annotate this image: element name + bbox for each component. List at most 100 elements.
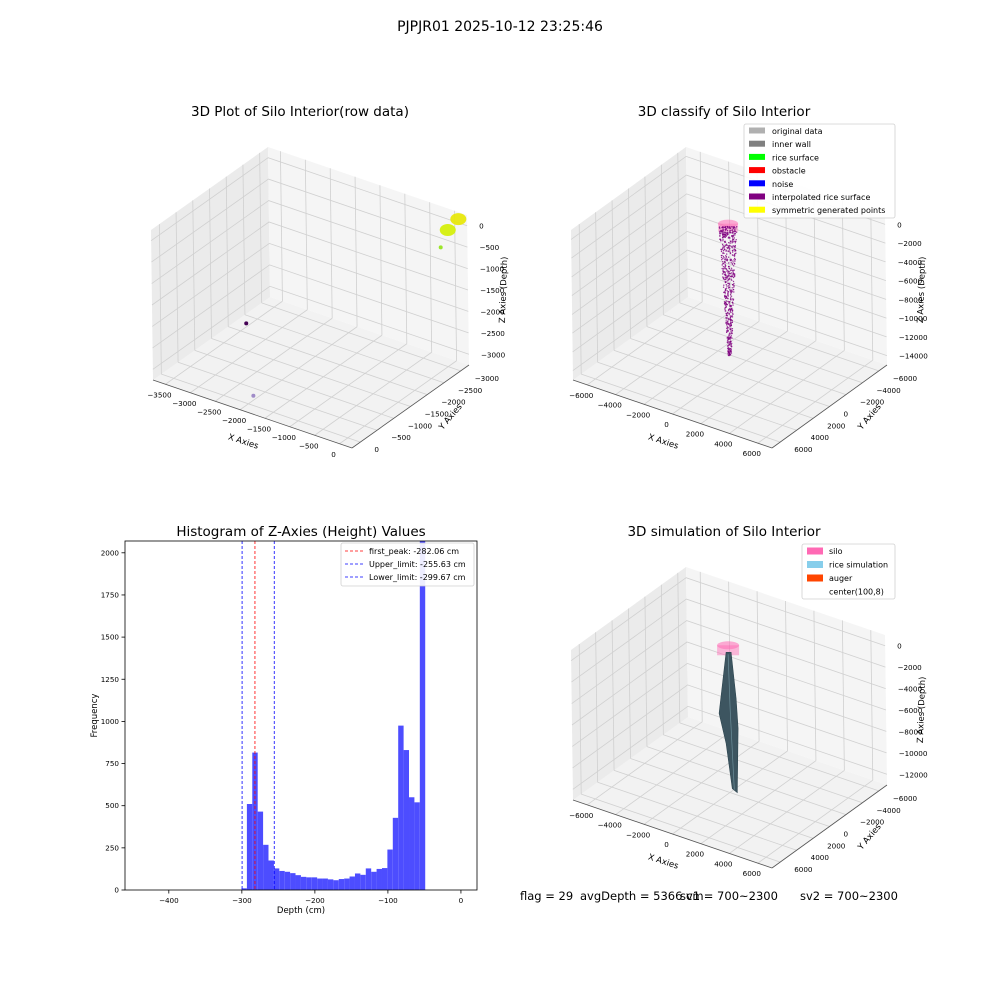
legend-frame [743, 123, 896, 219]
rice-simulation-surface [718, 651, 739, 794]
interpolated-point [729, 291, 732, 293]
y-tick-label: 6000 [794, 445, 813, 454]
interpolated-point [729, 329, 732, 331]
interpolated-point [722, 240, 724, 242]
raw-point [244, 321, 249, 326]
silo-ring [717, 641, 740, 650]
interpolated-point [728, 278, 730, 281]
interpolated-point [731, 311, 734, 313]
interpolated-point [721, 254, 723, 257]
interpolated-point [734, 245, 736, 248]
interpolated-point [731, 279, 733, 281]
interpolated-point [724, 302, 727, 304]
legend-swatch [807, 561, 823, 568]
interpolated-point [734, 258, 736, 261]
interpolated-point [723, 276, 725, 279]
histogram-bar [403, 750, 410, 890]
interpolated-point [724, 304, 727, 306]
interpolated-point [724, 265, 727, 267]
interpolated-point [731, 274, 733, 276]
interpolated-point [727, 231, 729, 234]
z-tick-label: −6000 [898, 706, 923, 715]
interpolated-point [728, 335, 730, 337]
y-tick-label: 1500 [101, 633, 120, 642]
interpolated-point [727, 319, 730, 321]
z-tick-label: 0 [897, 220, 902, 229]
z-tick-label: −500 [479, 243, 499, 252]
wall-grid-x [870, 210, 874, 361]
interpolated-point [733, 275, 736, 278]
interpolated-point [727, 312, 729, 314]
y-tick-label: 4000 [811, 433, 830, 442]
raw-point-cluster [450, 213, 467, 226]
interpolated-point [724, 248, 726, 251]
z-axis-label: Z Axies (Depth) [498, 256, 510, 323]
wall-grid-y [644, 176, 648, 327]
histogram-bar [241, 888, 247, 890]
interpolated-point [731, 247, 733, 249]
floor-grid-y [177, 361, 378, 431]
histogram-bar [371, 871, 377, 890]
interpolated-point [727, 347, 729, 350]
interpolated-point [721, 259, 723, 261]
interpolated-point [732, 261, 734, 263]
legend-swatch [807, 588, 823, 595]
interpolated-point [735, 250, 737, 252]
interpolated-point [731, 236, 734, 238]
interpolated-point [730, 336, 732, 338]
x-axis-label: Depth (cm) [277, 906, 325, 916]
x-tick-label: −2000 [222, 416, 247, 425]
floor-grid-y [679, 722, 879, 792]
interpolated-point [733, 237, 735, 239]
interpolated-point [734, 242, 736, 244]
z-tick-label: −2000 [897, 663, 922, 672]
interpolated-point [727, 330, 729, 332]
x-tick-label: −3500 [147, 390, 172, 399]
histogram-bar [365, 868, 372, 890]
floor-grid-y [663, 734, 863, 804]
interpolated-point [719, 238, 721, 241]
y-tick-label: 0 [114, 886, 119, 895]
interpolated-point [725, 268, 727, 270]
interpolated-point [723, 241, 726, 243]
interpolated-point [726, 304, 728, 306]
x-tick-label: −1500 [247, 424, 272, 433]
legend-swatch [749, 140, 765, 147]
interpolated-point [726, 330, 728, 332]
interpolated-point [730, 295, 733, 297]
interpolated-point [735, 239, 737, 241]
raw-3d-axes: −3500−3000−2500−2000−1500−1000−50000−500… [147, 147, 510, 459]
floor-grid-y [261, 302, 461, 372]
wall-grid-x [728, 161, 732, 312]
interpolated-point [733, 255, 736, 257]
wall-grid-y [660, 164, 664, 315]
interpolated-point [734, 240, 736, 243]
interpolated-point [731, 287, 733, 289]
interpolated-point [728, 271, 730, 273]
y-tick-label: 4000 [811, 853, 830, 862]
histogram-bar [322, 878, 328, 890]
interpolated-point [728, 342, 730, 344]
interpolated-point [730, 348, 732, 350]
interpolated-point [725, 257, 727, 259]
interpolated-point [721, 248, 723, 250]
z-tick-label: −12000 [899, 770, 928, 779]
histogram-bar [349, 876, 355, 890]
interpolated-point [730, 267, 733, 269]
interpolated-point [727, 298, 729, 300]
x-tick-label: −6000 [569, 811, 594, 820]
wall-grid-z [572, 705, 888, 790]
interpolated-point [722, 235, 724, 237]
histogram-bar [333, 880, 339, 890]
interpolated-point [721, 273, 724, 275]
interpolated-point [731, 263, 734, 265]
y-tick-label: 2000 [827, 421, 846, 430]
interpolated-point [728, 285, 730, 287]
interpolated-point [720, 230, 722, 232]
interpolated-point [726, 290, 728, 292]
interpolated-point [731, 328, 734, 330]
y-tick-label: −4000 [876, 806, 901, 815]
interpolated-point [724, 288, 727, 290]
x-tick-label: −500 [299, 441, 319, 450]
histogram-bar [419, 541, 426, 890]
